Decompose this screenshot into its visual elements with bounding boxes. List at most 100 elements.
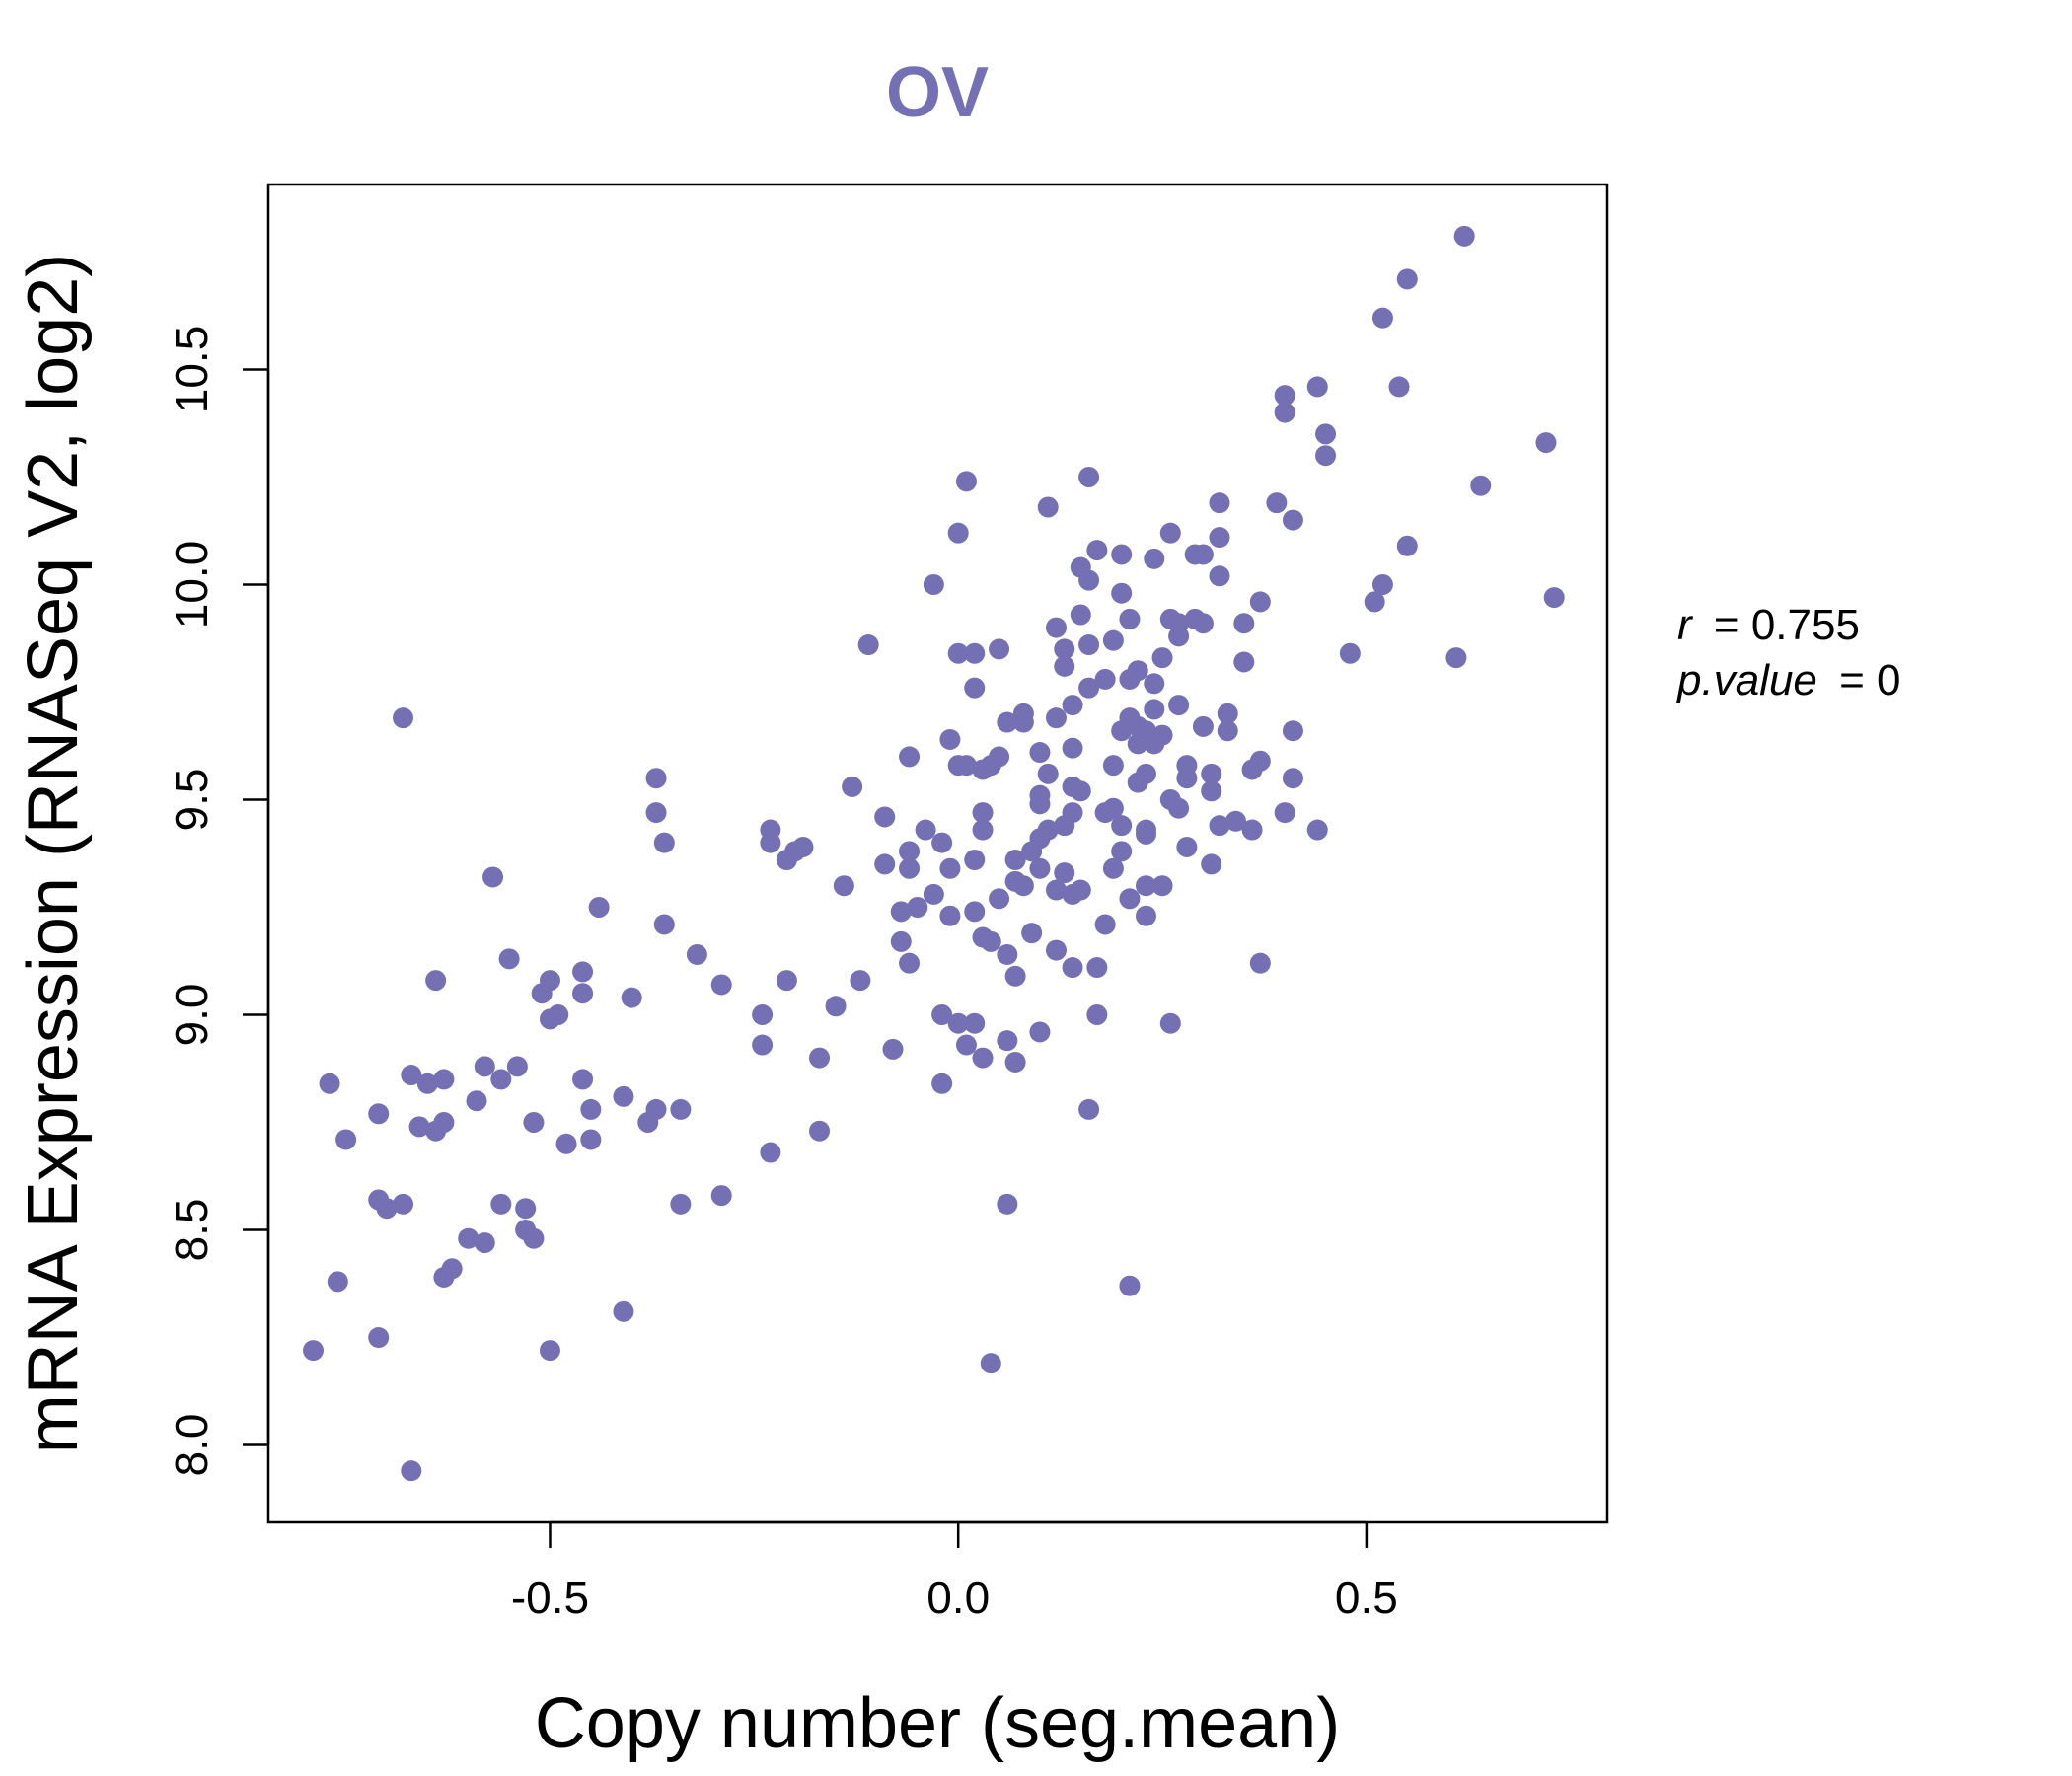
x-tick-label: -0.5 bbox=[511, 1572, 589, 1623]
data-point bbox=[989, 888, 1010, 910]
data-point bbox=[1144, 673, 1165, 695]
x-axis-title: Copy number (seg.mean) bbox=[535, 1684, 1340, 1763]
data-point bbox=[931, 1073, 953, 1094]
data-point bbox=[1102, 629, 1124, 651]
data-point bbox=[433, 1069, 455, 1090]
data-point bbox=[825, 996, 847, 1017]
data-point bbox=[580, 1129, 602, 1150]
data-point bbox=[980, 1353, 1001, 1374]
data-point bbox=[441, 1258, 463, 1280]
data-point bbox=[1135, 905, 1156, 926]
data-point bbox=[923, 883, 944, 905]
data-point bbox=[1012, 875, 1034, 897]
data-point bbox=[1445, 647, 1467, 669]
r-value: 0.755 bbox=[1751, 601, 1860, 649]
data-point bbox=[989, 746, 1010, 768]
data-point bbox=[555, 1133, 577, 1154]
data-point bbox=[1086, 1004, 1108, 1026]
data-point bbox=[890, 901, 912, 923]
data-point bbox=[964, 677, 986, 699]
data-point bbox=[1201, 780, 1222, 802]
data-point bbox=[923, 573, 944, 595]
data-point bbox=[792, 836, 814, 857]
data-point bbox=[1004, 1051, 1026, 1073]
data-point bbox=[850, 970, 871, 992]
data-point bbox=[1168, 626, 1190, 647]
data-point bbox=[964, 642, 986, 664]
data-point bbox=[1029, 1021, 1051, 1043]
data-point bbox=[1470, 475, 1492, 496]
data-point bbox=[1045, 879, 1067, 901]
data-point bbox=[1119, 608, 1141, 629]
data-point bbox=[368, 1327, 390, 1349]
data-point bbox=[1364, 591, 1385, 613]
data-point bbox=[1029, 793, 1051, 815]
data-point bbox=[1070, 780, 1091, 802]
data-point bbox=[1192, 613, 1214, 634]
data-point bbox=[425, 970, 447, 992]
data-point bbox=[1111, 582, 1133, 604]
data-point bbox=[1102, 755, 1124, 777]
data-point bbox=[1176, 755, 1198, 777]
data-point bbox=[1102, 797, 1124, 819]
p-value: 0 bbox=[1877, 656, 1900, 704]
data-point bbox=[947, 642, 969, 664]
chart-title: OV bbox=[886, 53, 989, 132]
data-point bbox=[1217, 703, 1238, 724]
data-point bbox=[760, 1142, 781, 1163]
data-point bbox=[972, 1047, 994, 1069]
data-point bbox=[931, 832, 953, 853]
data-point bbox=[1306, 376, 1328, 398]
data-point bbox=[1168, 695, 1190, 716]
data-point bbox=[1209, 527, 1230, 549]
data-point bbox=[490, 1069, 512, 1090]
data-point bbox=[613, 1300, 634, 1322]
data-point bbox=[482, 866, 504, 888]
data-point bbox=[964, 1012, 986, 1034]
data-point bbox=[972, 802, 994, 824]
data-point bbox=[1371, 307, 1393, 329]
data-point bbox=[1233, 613, 1255, 634]
data-point bbox=[335, 1129, 357, 1150]
data-point bbox=[645, 802, 667, 824]
data-point bbox=[1144, 699, 1165, 720]
data-point bbox=[539, 970, 560, 992]
y-tick-label: 9.5 bbox=[166, 769, 217, 832]
data-point bbox=[1135, 875, 1156, 897]
data-point bbox=[1201, 853, 1222, 875]
data-point bbox=[645, 768, 667, 789]
data-point bbox=[1086, 957, 1108, 979]
data-point bbox=[1054, 862, 1075, 884]
data-point bbox=[1209, 492, 1230, 514]
data-point bbox=[1241, 819, 1263, 841]
data-point bbox=[1535, 432, 1557, 454]
data-point bbox=[915, 819, 936, 841]
data-point bbox=[572, 961, 594, 983]
data-point bbox=[1094, 914, 1116, 935]
data-point bbox=[1078, 569, 1100, 591]
data-point bbox=[588, 897, 610, 919]
y-tick-label: 9.0 bbox=[166, 984, 217, 1047]
data-point bbox=[955, 471, 977, 492]
y-tick-label: 10.5 bbox=[166, 326, 217, 414]
data-point bbox=[1274, 402, 1295, 423]
data-point bbox=[1119, 888, 1141, 910]
data-point bbox=[760, 832, 781, 853]
data-point bbox=[368, 1103, 390, 1125]
data-point bbox=[964, 850, 986, 871]
data-point bbox=[1135, 763, 1156, 784]
data-point bbox=[1371, 573, 1393, 595]
data-point bbox=[955, 1034, 977, 1056]
data-point bbox=[1159, 1012, 1181, 1034]
data-point bbox=[947, 1012, 969, 1034]
data-point bbox=[1078, 677, 1100, 699]
data-point bbox=[1168, 797, 1190, 819]
data-point bbox=[670, 1193, 692, 1215]
data-point bbox=[1119, 1275, 1141, 1296]
y-tick-label: 8.0 bbox=[166, 1414, 217, 1477]
data-point bbox=[1151, 724, 1173, 746]
data-point bbox=[1004, 965, 1026, 987]
data-point bbox=[523, 1227, 545, 1249]
